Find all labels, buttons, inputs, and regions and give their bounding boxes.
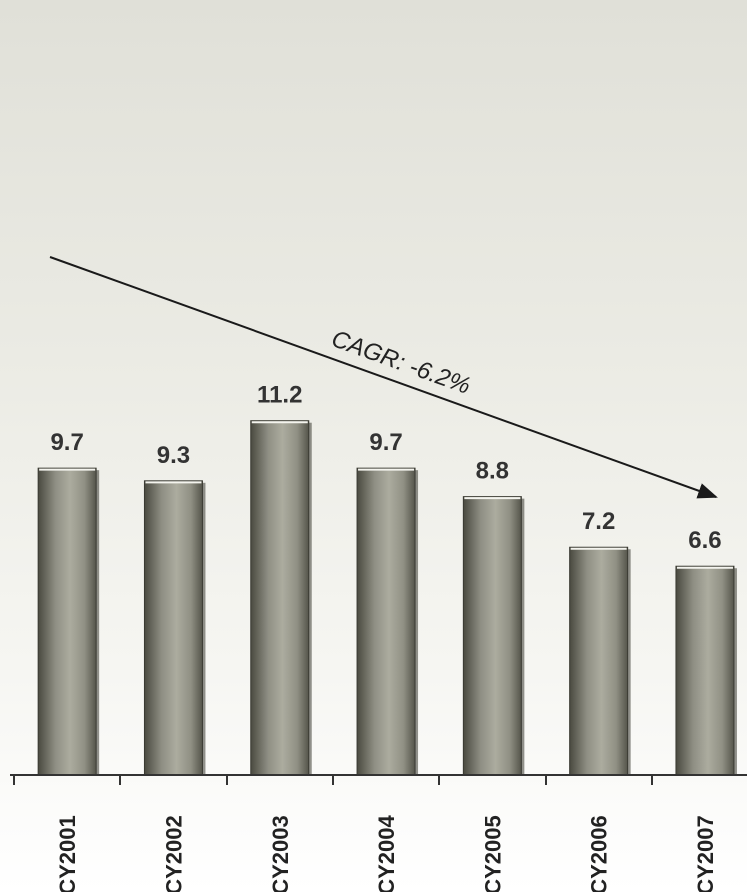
value-label-cy2003: 11.2: [257, 382, 302, 409]
tick-label-cy2007: CY2007: [693, 815, 718, 892]
value-label-cy2001: 9.7: [50, 429, 83, 456]
value-label-cy2007: 6.6: [688, 527, 721, 554]
x-axis: CY2001 CY2002 CY2003 CY2004 CY2005 CY2006 CY20…: [10, 774, 747, 892]
x-axis-tick-labels: CY2001 CY2002 CY2003 CY2004 CY2005 CY2006 CY20…: [55, 814, 718, 892]
bars: [37, 420, 737, 776]
bar-cy2006: [569, 546, 629, 776]
bar-cy2004: [356, 467, 416, 776]
value-label-cy2004: 9.7: [369, 429, 402, 456]
tick-label-cy2003: CY2003: [268, 815, 293, 892]
bar-cy2007: [675, 565, 735, 776]
bar-cy2001: [37, 467, 97, 776]
tick-label-cy2004: CY2004: [374, 814, 399, 892]
bar-cy2005: [462, 496, 522, 776]
cagr-annotation: CAGR: -6.2%: [49, 256, 718, 499]
cagr-trend-arrow: [49, 256, 718, 499]
value-label-cy2005: 8.8: [476, 458, 509, 485]
value-labels: 9.7 9.3 11.2 9.7 8.8 7.2 6.6: [50, 382, 721, 555]
tick-label-cy2006: CY2006: [587, 815, 612, 892]
value-label-cy2002: 9.3: [157, 442, 190, 469]
cagr-label: CAGR: -6.2%: [328, 325, 474, 400]
bar-cy2002: [143, 480, 203, 776]
value-label-cy2006: 7.2: [582, 508, 615, 535]
tick-label-cy2001: CY2001: [55, 815, 80, 892]
tick-label-cy2002: CY2002: [161, 815, 186, 892]
bar-cy2003: [250, 420, 310, 776]
x-axis-ticks: [13, 775, 653, 785]
tick-label-cy2005: CY2005: [480, 815, 505, 892]
